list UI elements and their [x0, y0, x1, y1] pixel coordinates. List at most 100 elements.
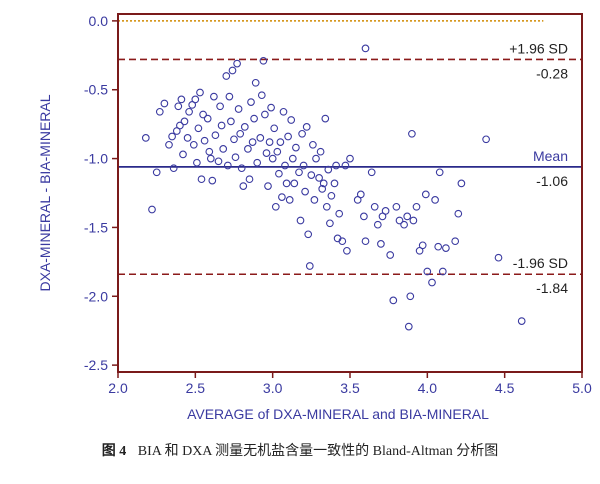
data-point: [203, 114, 212, 123]
data-point: [346, 154, 354, 163]
data-point: [247, 98, 255, 106]
ref-label-upper-value: -0.28: [536, 65, 568, 81]
data-point: [279, 107, 288, 116]
data-point: [268, 154, 277, 163]
data-point: [292, 143, 300, 152]
data-point: [169, 164, 178, 173]
data-point: [210, 92, 218, 101]
data-points: [141, 44, 526, 331]
data-point: [264, 182, 272, 190]
data-point: [482, 135, 490, 144]
data-point: [302, 123, 311, 131]
data-point: [155, 107, 164, 116]
data-point: [288, 154, 297, 163]
data-point: [270, 124, 279, 133]
data-point: [245, 175, 254, 184]
data-point: [454, 209, 463, 218]
data-point: [165, 140, 173, 149]
data-point: [321, 114, 330, 123]
data-point: [257, 91, 266, 100]
data-point: [183, 134, 192, 142]
figure-caption-text: BIA 和 DXA 测量无机盐含量一致性的 Bland-Altman 分析图: [137, 444, 499, 459]
data-point: [332, 161, 340, 170]
x-tick-label: 4.0: [418, 380, 438, 396]
y-axis-ticks: 0.0 -0.5 -1.0 -1.5 -2.0 -2.5: [84, 13, 118, 373]
data-point: [400, 220, 408, 229]
data-point: [386, 251, 395, 259]
data-point: [273, 147, 282, 156]
data-point: [451, 237, 460, 246]
x-tick-label: 5.0: [572, 380, 592, 396]
x-tick-label: 2.5: [186, 380, 206, 396]
data-point: [278, 193, 286, 201]
data-point: [251, 78, 260, 87]
data-point: [343, 246, 351, 255]
x-tick-label: 3.0: [263, 380, 283, 396]
data-point: [295, 168, 303, 177]
data-point: [290, 179, 299, 188]
data-point: [442, 244, 450, 252]
data-point: [230, 135, 238, 144]
data-point: [179, 150, 187, 159]
data-point: [301, 187, 309, 196]
data-point: [335, 209, 344, 218]
data-point: [421, 190, 430, 199]
data-point: [141, 134, 150, 142]
data-point: [315, 174, 323, 182]
data-point: [276, 138, 285, 146]
data-point: [319, 179, 328, 188]
data-point: [307, 171, 316, 179]
y-tick-label: -0.5: [84, 82, 108, 98]
data-point: [377, 240, 385, 248]
data-point: [428, 278, 436, 287]
data-point: [256, 134, 265, 142]
data-point: [208, 176, 217, 185]
plot-frame: [117, 13, 583, 373]
data-point: [310, 196, 319, 204]
data-point: [199, 110, 207, 119]
data-point: [248, 138, 257, 146]
data-point: [412, 202, 421, 211]
data-point: [205, 147, 214, 156]
data-point: [244, 145, 252, 153]
data-point: [214, 157, 223, 166]
data-point: [176, 121, 184, 130]
data-point: [225, 92, 234, 101]
data-point: [196, 88, 204, 97]
data-point: [223, 161, 232, 170]
data-point: [262, 149, 271, 157]
data-point: [324, 165, 333, 174]
data-point: [287, 116, 296, 124]
reference-lines: [118, 20, 582, 276]
data-point: [423, 267, 432, 276]
data-point: [367, 168, 376, 177]
data-point: [361, 44, 370, 53]
data-point: [240, 123, 249, 131]
data-point: [265, 138, 274, 146]
data-point: [185, 107, 193, 116]
data-point: [304, 230, 313, 239]
data-point: [177, 95, 186, 104]
data-point: [341, 161, 350, 170]
x-tick-label: 2.0: [108, 380, 128, 396]
data-point: [219, 145, 228, 153]
y-tick-label: -2.0: [84, 288, 108, 304]
data-point: [261, 110, 269, 119]
data-point: [228, 66, 237, 75]
data-point: [434, 242, 443, 251]
x-axis-label: AVERAGE of DXA-MINERAL and BIA-MINERAL: [187, 406, 489, 422]
reference-line-labels: +1.96 SD -0.28 Mean -1.06 -1.96 SD -1.84: [509, 40, 568, 296]
data-point: [234, 105, 243, 113]
data-point: [231, 153, 240, 162]
data-point: [194, 124, 203, 133]
data-point: [200, 136, 209, 145]
data-point: [457, 179, 466, 188]
data-point: [250, 114, 258, 123]
data-point: [361, 237, 370, 246]
data-point: [189, 140, 198, 149]
data-point: [239, 182, 248, 190]
data-point: [222, 72, 231, 80]
ref-label-mean-name: Mean: [533, 148, 568, 164]
data-point: [299, 161, 308, 170]
ref-label-lower-name: -1.96 SD: [513, 255, 568, 271]
